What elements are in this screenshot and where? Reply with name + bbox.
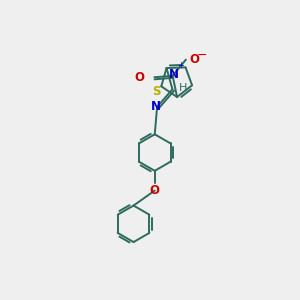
Text: N: N <box>169 68 179 81</box>
Text: O: O <box>189 52 200 65</box>
Text: S: S <box>152 85 160 98</box>
Text: O: O <box>150 184 160 197</box>
Text: −: − <box>197 49 208 62</box>
Text: O: O <box>134 71 144 84</box>
Text: +: + <box>177 61 184 70</box>
Text: N: N <box>151 100 161 113</box>
Text: H: H <box>179 83 187 93</box>
